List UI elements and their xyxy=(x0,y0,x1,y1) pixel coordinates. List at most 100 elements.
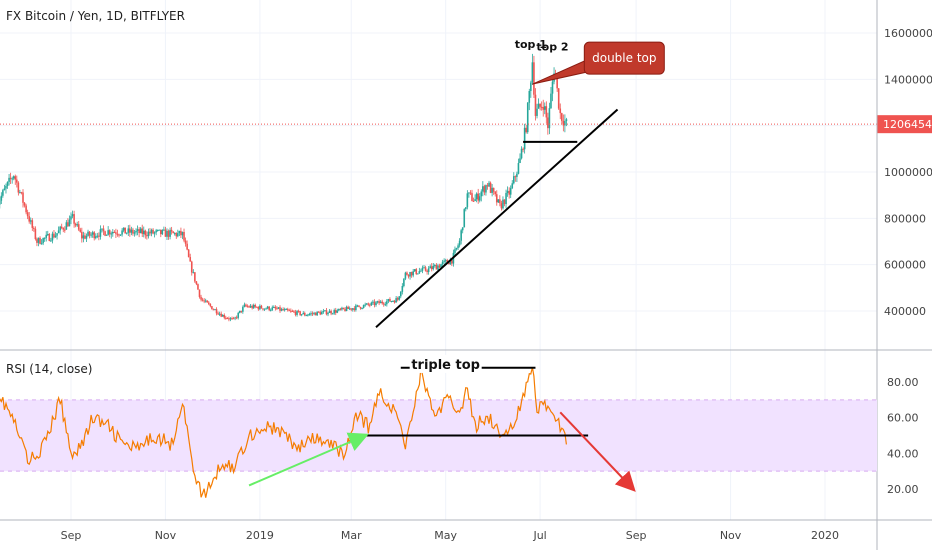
candle-up xyxy=(513,176,515,184)
candle-up xyxy=(474,199,476,202)
candle-up xyxy=(105,234,108,236)
candle-up xyxy=(91,232,94,235)
candle-up xyxy=(107,230,109,235)
candle-down xyxy=(276,308,278,310)
candle-up xyxy=(370,302,373,306)
candle-up xyxy=(136,229,139,231)
candle-up xyxy=(242,306,244,312)
candles xyxy=(0,53,568,322)
candle-down xyxy=(396,298,399,300)
candle-up xyxy=(531,62,534,83)
candle-up xyxy=(3,188,6,191)
candle-up xyxy=(468,192,470,194)
candle-up xyxy=(379,301,382,304)
candle-down xyxy=(344,309,346,311)
candle-up xyxy=(550,93,552,109)
candle-up xyxy=(0,195,3,201)
price-tick-label: 1000000 xyxy=(884,166,932,179)
candle-up xyxy=(444,260,447,262)
candle-down xyxy=(534,94,537,116)
candle-up xyxy=(316,311,318,316)
candle-up xyxy=(156,229,159,231)
candle-down xyxy=(382,303,385,305)
candle-down xyxy=(67,222,69,227)
candle-up xyxy=(530,82,532,92)
candle-up xyxy=(348,308,351,310)
candle-down xyxy=(180,230,182,236)
candle-down xyxy=(257,306,260,310)
candle-down xyxy=(209,304,212,307)
candle-up xyxy=(362,305,365,309)
candle-down xyxy=(228,318,230,320)
candle-up xyxy=(161,229,164,235)
candle-up xyxy=(192,272,195,274)
candle-up xyxy=(71,214,74,217)
candle-up xyxy=(364,304,366,306)
candle-down xyxy=(215,309,218,314)
candle-up xyxy=(65,222,68,230)
candle-down xyxy=(170,229,173,232)
last-price-label-bg xyxy=(877,115,932,134)
candle-up xyxy=(19,192,21,194)
candle-up xyxy=(296,310,298,315)
candle-up xyxy=(12,176,15,179)
candle-down xyxy=(62,228,65,230)
candle-up xyxy=(434,264,436,266)
candle-down xyxy=(36,239,38,243)
candle-down xyxy=(186,243,188,250)
candle-up xyxy=(423,267,425,269)
candle-up xyxy=(365,303,368,305)
candle-up xyxy=(307,314,309,316)
candle-down xyxy=(132,229,134,234)
candle-down xyxy=(471,193,473,201)
candle-up xyxy=(308,313,311,315)
candle-down xyxy=(446,260,449,263)
candle-down xyxy=(514,176,517,178)
x-axis: Sep Nov 2019 Mar May Jul Sep Nov 2020 xyxy=(61,529,839,542)
candle-up xyxy=(517,163,520,174)
candle-down xyxy=(342,307,345,310)
candle-up xyxy=(51,233,54,241)
candle-down xyxy=(201,299,204,301)
candle-up xyxy=(356,305,359,307)
candle-up xyxy=(351,308,354,310)
candle-up xyxy=(417,273,419,275)
candle-down xyxy=(34,228,37,240)
candle-down xyxy=(262,308,264,310)
candle-down xyxy=(64,229,66,231)
candle-up xyxy=(443,260,445,262)
support-trendline xyxy=(375,108,619,328)
candle-up xyxy=(302,312,305,315)
candle-up xyxy=(401,286,404,292)
candle-down xyxy=(14,176,17,180)
candle-up xyxy=(273,306,275,308)
candle-down xyxy=(81,231,83,239)
x-tick-label: Nov xyxy=(155,529,177,542)
candle-up xyxy=(341,307,343,310)
candle-up xyxy=(68,219,71,227)
candle-up xyxy=(70,216,72,220)
candle-down xyxy=(260,305,263,309)
candle-up xyxy=(218,313,221,315)
candle-up xyxy=(173,233,176,235)
candle-down xyxy=(424,267,427,271)
candle-up xyxy=(110,233,113,235)
candle-up xyxy=(280,309,283,311)
candle-up xyxy=(432,265,435,270)
candle-up xyxy=(252,304,255,309)
candle-up xyxy=(372,301,374,303)
candle-down xyxy=(231,318,233,320)
candle-up xyxy=(565,119,568,122)
candle-up xyxy=(99,229,102,237)
candle-up xyxy=(536,108,538,116)
candle-down xyxy=(492,187,495,192)
candle-down xyxy=(426,270,428,272)
price-tick-label: 1400000 xyxy=(884,73,932,86)
candle-up xyxy=(166,230,168,237)
candle-up xyxy=(460,230,462,241)
candle-down xyxy=(39,237,41,244)
candle-down xyxy=(562,120,565,126)
candle-up xyxy=(333,310,336,314)
candle-down xyxy=(9,177,12,179)
candle-down xyxy=(369,304,371,306)
